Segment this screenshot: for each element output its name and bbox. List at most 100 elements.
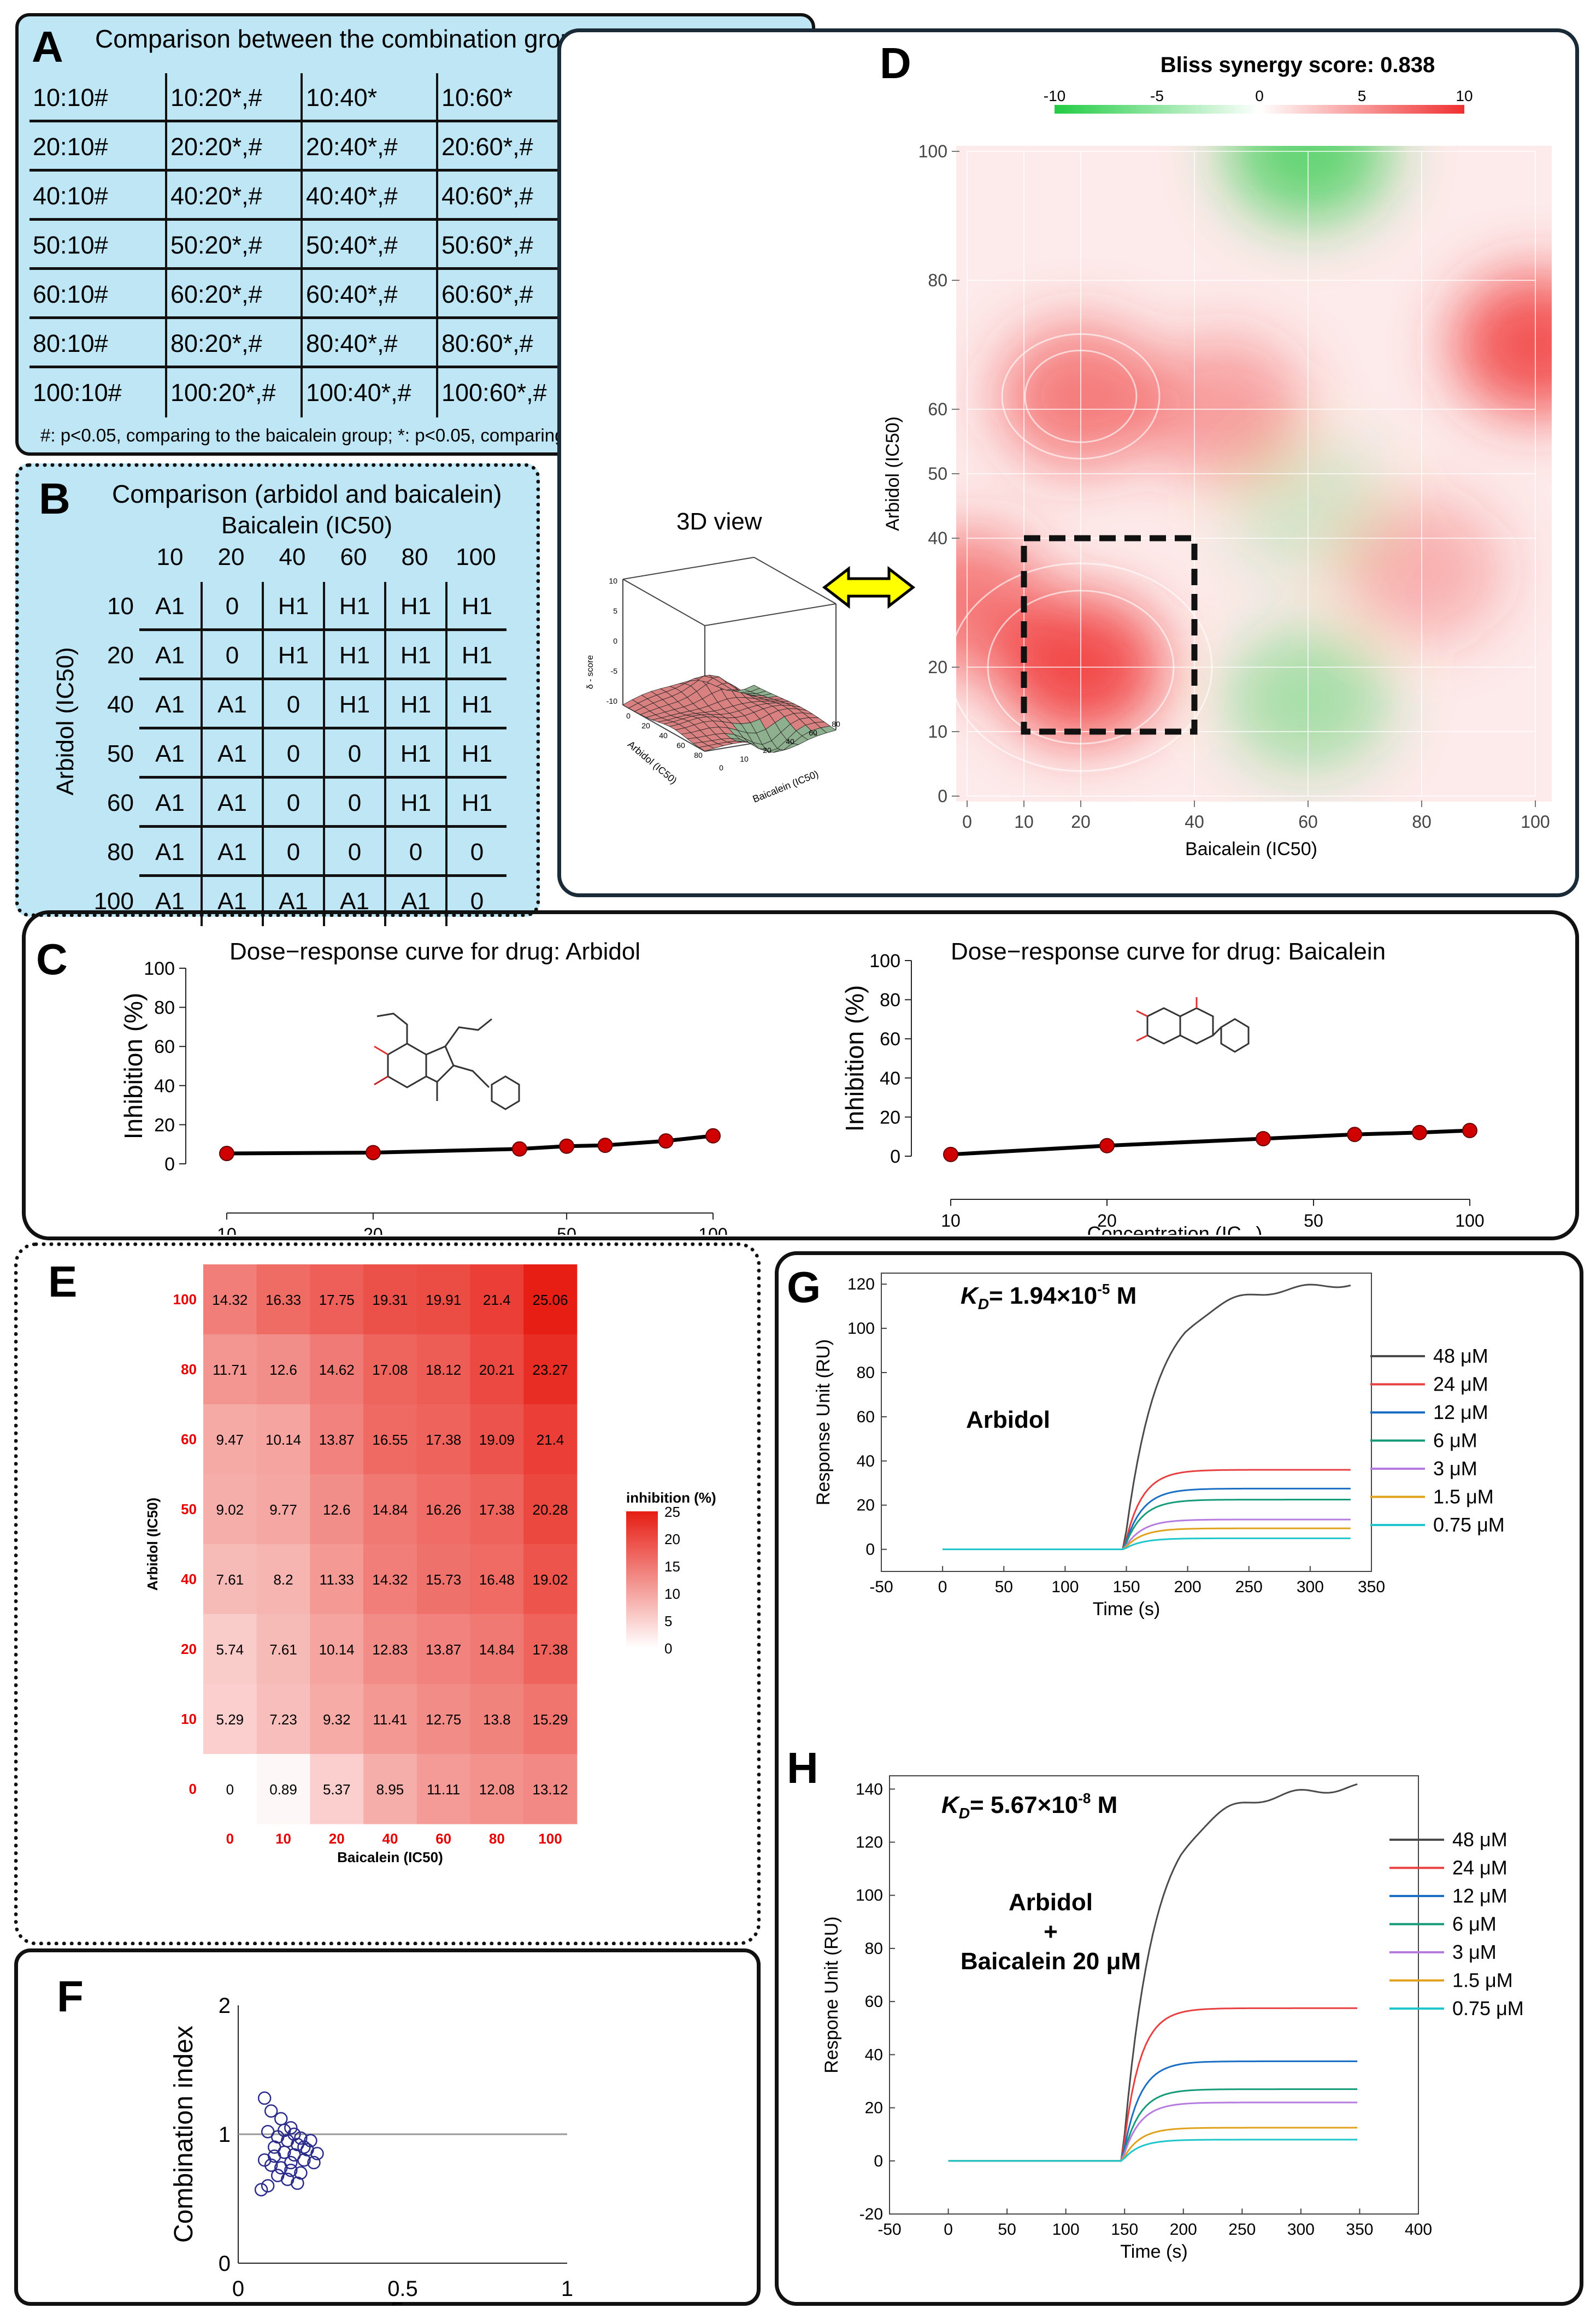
spr-combo-plot: -50 0 50 100 150 200 250 300 350 400 -20 0 20 40 60 80 1… <box>821 1775 1524 2262</box>
y-tick-label: 60 <box>676 741 685 750</box>
table-cell: 20:20*,# <box>165 122 301 172</box>
ring <box>1220 1018 1250 1053</box>
y-tick-label: 80 <box>928 270 947 290</box>
heat-cell <box>203 1474 257 1545</box>
heat-value: 5.37 <box>323 1781 351 1798</box>
heat-value: 21.4 <box>537 1432 564 1448</box>
table-cell: A1 <box>384 877 445 926</box>
y-axis-label: Response Unit (RU) <box>813 1339 834 1505</box>
box-edge <box>622 557 755 580</box>
table-cell: 0 <box>445 828 507 877</box>
data-point <box>705 1128 721 1144</box>
box-edge <box>622 579 705 626</box>
data-point <box>310 2147 324 2160</box>
heat-value: 16.33 <box>266 1292 301 1308</box>
x-tick-label: 40 <box>786 737 794 746</box>
heat-value: 7.61 <box>216 1571 244 1588</box>
heat-cell <box>470 1754 524 1824</box>
legend-tick: 15 <box>664 1558 680 1575</box>
legend-label: 3 μM <box>1433 1457 1477 1480</box>
x-tick-label: 80 <box>489 1830 505 1847</box>
y-tick-label: 40 <box>181 1571 197 1587</box>
y-tick-label: 40 <box>880 1068 900 1089</box>
x-tick-label: 20 <box>329 1830 345 1847</box>
x-tick-label: 100 <box>1455 1211 1484 1230</box>
legend-label: 1.5 μM <box>1452 1969 1513 1992</box>
y-tick-label: 60 <box>928 399 947 419</box>
heat-value: 17.38 <box>533 1641 568 1658</box>
table-cell: A1 <box>201 729 262 779</box>
y-tick-label: 100 <box>918 142 947 161</box>
data-point <box>597 1138 613 1153</box>
dose-response-baicalein: Dose−response curve for drug: Baicalein 0… <box>840 938 1485 1235</box>
table-cell: 0 <box>262 779 323 828</box>
heat-value: 7.23 <box>269 1711 297 1728</box>
y-tick-label: -20 <box>859 2205 883 2223</box>
arbidol-structure <box>374 1012 520 1110</box>
chart-title: Dose−response curve for drug: Baicalein <box>951 938 1386 965</box>
heat-cell <box>256 1544 310 1615</box>
panel-f <box>14 1948 761 2306</box>
compound2-label: Baicalein 20 μM <box>961 1948 1141 1975</box>
heat-value: 14.84 <box>479 1641 515 1658</box>
table-cell: H1 <box>262 582 323 631</box>
panel-letter-h: H <box>787 1744 818 1792</box>
x-tick-label: 0 <box>232 2277 244 2301</box>
y-tick-label: 120 <box>856 1834 883 1852</box>
combination-index-plot: 0 1 2 0 0.5 1 Fa Combination index <box>169 1994 573 2306</box>
heat-value: 10.14 <box>319 1641 355 1658</box>
table-cell: 100:60*,# <box>436 368 572 417</box>
heat-value: 23.27 <box>533 1362 568 1378</box>
subscript: 50 <box>1241 1233 1256 1235</box>
ring <box>1179 1007 1214 1045</box>
panel-letter-a: A <box>32 22 63 71</box>
heat-cell <box>310 1334 364 1405</box>
y-tick-label: 20 <box>154 1115 175 1135</box>
z-tick-label: 5 <box>613 607 617 615</box>
x-tick-label: 250 <box>1228 2221 1256 2239</box>
ring <box>1146 1007 1181 1045</box>
heat-value: 11.11 <box>427 1781 460 1798</box>
x-tick-label: 60 <box>435 1830 451 1847</box>
heat-cell <box>256 1264 310 1335</box>
sensorgram-line <box>948 2127 1358 2162</box>
heat-cell <box>416 1474 470 1545</box>
heat-value: 16.48 <box>479 1571 515 1588</box>
heat-cell <box>310 1404 364 1475</box>
x-tick-label: 400 <box>1405 2221 1432 2239</box>
y-tick-label: 80 <box>880 990 900 1011</box>
table-cell: 50:20*,# <box>165 221 301 270</box>
table-cell: A1 <box>201 877 262 926</box>
y-tick-label: 100 <box>856 1887 883 1905</box>
table-cell: 100:20*,# <box>165 368 301 417</box>
compound-label: Arbidol <box>1009 1889 1093 1916</box>
table-cell: A1 <box>201 680 262 729</box>
legend-label: 12 μM <box>1452 1885 1507 1907</box>
heat-value: 5.74 <box>216 1641 244 1658</box>
contour <box>1024 349 1138 443</box>
panel-letter-c: C <box>36 935 68 984</box>
col-header: 80 <box>401 544 428 570</box>
heat-cell <box>470 1264 524 1335</box>
data-point <box>297 2140 311 2154</box>
x-tick-label: 250 <box>1235 1578 1263 1596</box>
y-tick-label: 100 <box>144 958 175 979</box>
y-tick-label: 0 <box>189 1781 197 1797</box>
contour <box>987 590 1175 745</box>
y-tick-label: 100 <box>847 1320 875 1338</box>
panel-letter-e: E <box>48 1257 78 1306</box>
ring <box>425 1045 455 1083</box>
bond <box>374 1045 388 1056</box>
data-point <box>257 2091 272 2105</box>
heat-cell <box>363 1334 417 1405</box>
y-tick-label: 20 <box>857 1497 875 1515</box>
x-axis-label: Concentration (IC50) <box>1087 1222 1263 1235</box>
heat-cell <box>203 1264 257 1335</box>
x-tick-label: 200 <box>1174 1578 1202 1596</box>
z-tick-label: -5 <box>611 667 618 675</box>
sensorgram-line <box>948 2101 1358 2162</box>
x-tick-label: 80 <box>832 720 840 728</box>
table-cell: 10:40* <box>301 73 436 122</box>
table-cell: H1 <box>323 582 384 631</box>
legend-tick: 5 <box>664 1613 672 1629</box>
